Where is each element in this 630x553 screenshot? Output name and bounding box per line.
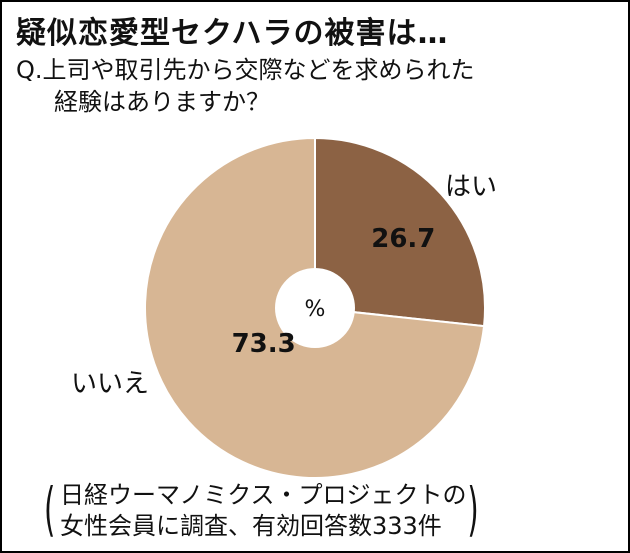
source-line-2: 女性会員に調査、有効回答数333件 [60, 512, 442, 540]
open-paren: ( [44, 475, 56, 543]
value-label-yes: 26.7 [371, 224, 435, 254]
pie-slice-yes [314, 136, 486, 328]
question-line-1: Q.上司や取引先から交際などを求められた [16, 56, 475, 84]
source-line-1: 日経ウーマノミクス・プロジェクトの [60, 481, 467, 509]
category-label-no: いいえ [71, 369, 149, 399]
source-note: ( 日経ウーマノミクス・プロジェクトの 女性会員に調査、有効回答数333件 ) [44, 480, 479, 542]
close-paren: ) [467, 475, 479, 543]
category-label-yes: はい [445, 172, 497, 202]
question-line-2: 経験はありますか？ [54, 88, 270, 116]
value-label-no: 73.3 [232, 329, 296, 359]
chart-title: 疑似恋愛型セクハラの被害は… [16, 16, 449, 51]
unit-label: % [305, 297, 326, 322]
survey-question: Q.上司や取引先から交際などを求められた 経験はありますか？ [16, 54, 475, 118]
donut-hole [275, 268, 355, 348]
